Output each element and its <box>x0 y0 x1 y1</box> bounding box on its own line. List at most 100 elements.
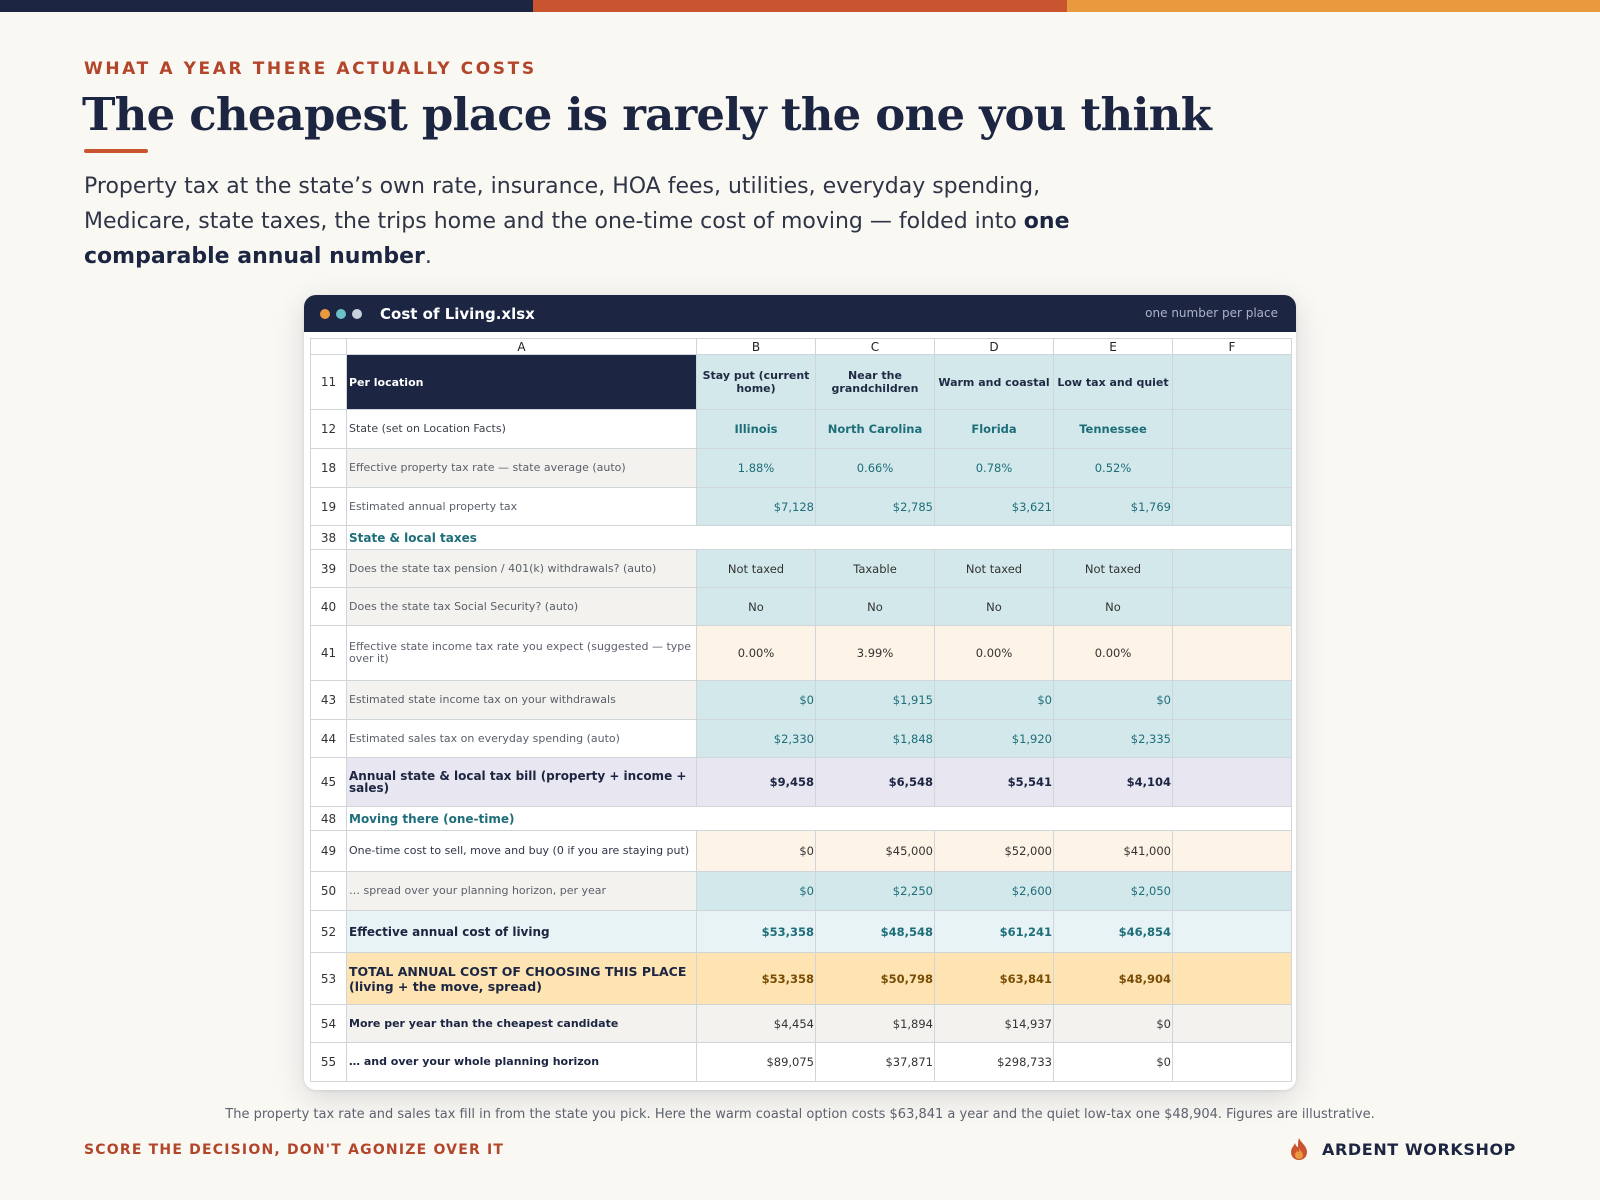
cell-label[interactable]: … spread over your planning horizon, per… <box>346 871 697 911</box>
row-number[interactable]: 54 <box>310 1004 347 1043</box>
cell-c[interactable]: Taxable <box>815 549 935 588</box>
row-number[interactable]: 52 <box>310 910 347 953</box>
cell-b[interactable]: 1.88% <box>696 448 816 488</box>
cell-d[interactable]: $0 <box>934 680 1054 720</box>
cell-c[interactable]: $1,848 <box>815 719 935 758</box>
cell-e[interactable]: $0 <box>1053 680 1173 720</box>
cell-f[interactable] <box>1172 680 1292 720</box>
cell-b[interactable]: $89,075 <box>696 1042 816 1082</box>
cell-e-input[interactable]: $41,000 <box>1053 830 1173 872</box>
cell-f[interactable] <box>1172 409 1292 449</box>
cell-d[interactable]: Not taxed <box>934 549 1054 588</box>
row-number[interactable]: 43 <box>310 680 347 720</box>
cell-c[interactable]: $2,785 <box>815 487 935 526</box>
cell-label[interactable]: Estimated state income tax on your withd… <box>346 680 697 720</box>
cell-d[interactable]: $2,600 <box>934 871 1054 911</box>
cell-b[interactable]: $0 <box>696 680 816 720</box>
row-number[interactable]: 49 <box>310 830 347 872</box>
cell-f[interactable] <box>1172 757 1292 807</box>
corner-cell[interactable] <box>310 338 347 355</box>
cell-b[interactable]: $2,330 <box>696 719 816 758</box>
cell-c[interactable]: 0.66% <box>815 448 935 488</box>
cell-label[interactable]: More per year than the cheapest candidat… <box>346 1004 697 1043</box>
cell-place-d[interactable]: Warm and coastal <box>934 354 1054 410</box>
cell-f[interactable] <box>1172 871 1292 911</box>
cell-label[interactable]: Effective property tax rate — state aver… <box>346 448 697 488</box>
cell-label[interactable]: Effective state income tax rate you expe… <box>346 625 697 681</box>
section-label-moving[interactable]: Moving there (one-time) <box>346 806 1292 831</box>
cell-f[interactable] <box>1172 952 1292 1005</box>
row-number[interactable]: 12 <box>310 409 347 449</box>
cell-c-input[interactable]: $45,000 <box>815 830 935 872</box>
cell-e[interactable]: $46,854 <box>1053 910 1173 953</box>
cell-e-input[interactable]: 0.00% <box>1053 625 1173 681</box>
cell-place-e[interactable]: Low tax and quiet <box>1053 354 1173 410</box>
cell-d[interactable]: $61,241 <box>934 910 1054 953</box>
cell-label[interactable]: Estimated annual property tax <box>346 487 697 526</box>
row-number[interactable]: 41 <box>310 625 347 681</box>
cell-label[interactable]: TOTAL ANNUAL COST OF CHOOSING THIS PLACE… <box>346 952 697 1005</box>
cell-d-input[interactable]: $52,000 <box>934 830 1054 872</box>
cell-c[interactable]: No <box>815 587 935 626</box>
cell-place-c[interactable]: Near the grandchildren <box>815 354 935 410</box>
cell-c[interactable]: $6,548 <box>815 757 935 807</box>
cell-d-input[interactable]: 0.00% <box>934 625 1054 681</box>
cell-b[interactable]: $0 <box>696 871 816 911</box>
cell-c[interactable]: $48,548 <box>815 910 935 953</box>
cell-e[interactable]: $0 <box>1053 1042 1173 1082</box>
cell-e[interactable]: Not taxed <box>1053 549 1173 588</box>
section-label-taxes[interactable]: State & local taxes <box>346 525 1292 550</box>
cell-place-f[interactable] <box>1172 354 1292 410</box>
cell-e[interactable]: $2,050 <box>1053 871 1173 911</box>
cell-c[interactable]: $1,894 <box>815 1004 935 1043</box>
column-header-f[interactable]: F <box>1172 338 1292 355</box>
cell-e[interactable]: $4,104 <box>1053 757 1173 807</box>
column-header-a[interactable]: A <box>346 338 697 355</box>
cell-label[interactable]: Effective annual cost of living <box>346 910 697 953</box>
column-header-b[interactable]: B <box>696 338 816 355</box>
cell-c[interactable]: $37,871 <box>815 1042 935 1082</box>
cell-b[interactable]: $4,454 <box>696 1004 816 1043</box>
cell-label[interactable]: … and over your whole planning horizon <box>346 1042 697 1082</box>
cell-label[interactable]: Does the state tax Social Security? (aut… <box>346 587 697 626</box>
cell-d[interactable]: 0.78% <box>934 448 1054 488</box>
cell-c[interactable]: North Carolina <box>815 409 935 449</box>
row-number[interactable]: 55 <box>310 1042 347 1082</box>
row-number[interactable]: 39 <box>310 549 347 588</box>
cell-d[interactable]: $5,541 <box>934 757 1054 807</box>
cell-d[interactable]: $3,621 <box>934 487 1054 526</box>
row-number[interactable]: 11 <box>310 354 347 410</box>
cell-c-input[interactable]: 3.99% <box>815 625 935 681</box>
row-number[interactable]: 18 <box>310 448 347 488</box>
cell-f[interactable] <box>1172 587 1292 626</box>
cell-e[interactable]: $48,904 <box>1053 952 1173 1005</box>
cell-c[interactable]: $1,915 <box>815 680 935 720</box>
row-number[interactable]: 19 <box>310 487 347 526</box>
cell-label[interactable]: State (set on Location Facts) <box>346 409 697 449</box>
cell-c[interactable]: $2,250 <box>815 871 935 911</box>
cell-label[interactable]: Does the state tax pension / 401(k) with… <box>346 549 697 588</box>
cell-b[interactable]: Not taxed <box>696 549 816 588</box>
cell-b[interactable]: Illinois <box>696 409 816 449</box>
cell-d[interactable]: Florida <box>934 409 1054 449</box>
cell-f[interactable] <box>1172 487 1292 526</box>
cell-b[interactable]: $7,128 <box>696 487 816 526</box>
cell-b[interactable]: $53,358 <box>696 910 816 953</box>
cell-f[interactable] <box>1172 910 1292 953</box>
cell-d[interactable]: $298,733 <box>934 1042 1054 1082</box>
cell-b[interactable]: $53,358 <box>696 952 816 1005</box>
cell-e[interactable]: $0 <box>1053 1004 1173 1043</box>
cell-d[interactable]: $63,841 <box>934 952 1054 1005</box>
column-header-e[interactable]: E <box>1053 338 1173 355</box>
cell-place-b[interactable]: Stay put (current home) <box>696 354 816 410</box>
cell-label[interactable]: One-time cost to sell, move and buy (0 i… <box>346 830 697 872</box>
cell-label[interactable]: Annual state & local tax bill (property … <box>346 757 697 807</box>
row-number[interactable]: 38 <box>310 525 347 550</box>
cell-label[interactable]: Per location <box>346 354 697 410</box>
row-number[interactable]: 45 <box>310 757 347 807</box>
cell-f-input[interactable] <box>1172 830 1292 872</box>
cell-e[interactable]: $1,769 <box>1053 487 1173 526</box>
cell-e[interactable]: Tennessee <box>1053 409 1173 449</box>
cell-f[interactable] <box>1172 448 1292 488</box>
cell-f[interactable] <box>1172 1004 1292 1043</box>
